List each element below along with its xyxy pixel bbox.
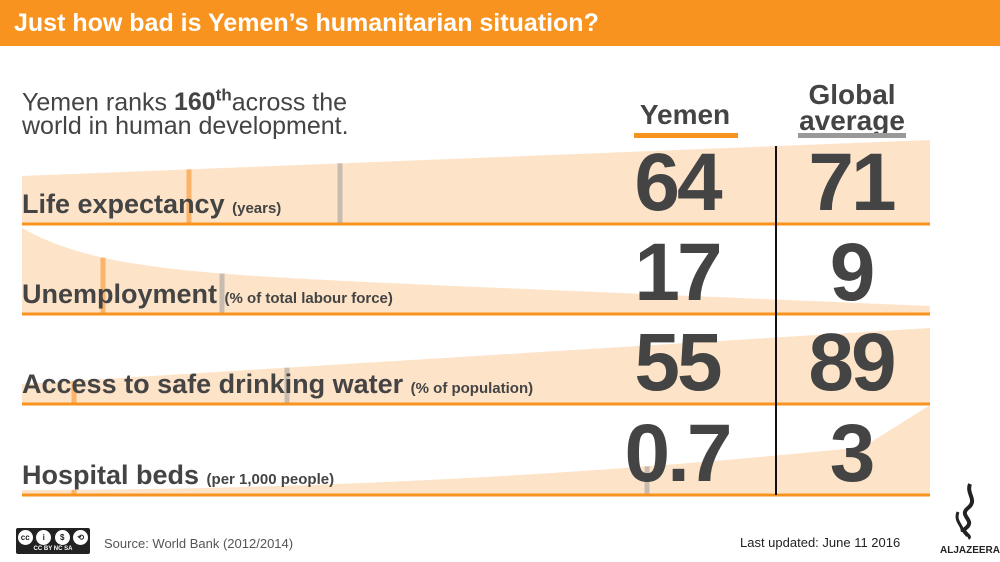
- metric-name: Access to safe drinking water: [22, 369, 404, 399]
- column-header-yemen: Yemen: [639, 99, 731, 130]
- global-underline: [798, 133, 906, 138]
- column-divider: [775, 146, 777, 495]
- metric-name: Hospital beds: [22, 460, 200, 490]
- aljazeera-logo: ALJAZEERA: [940, 482, 1000, 556]
- yemen-value: 0.7: [624, 408, 733, 499]
- cc-icon: cc: [17, 530, 33, 545]
- metric-unit: (% of population): [410, 380, 534, 397]
- metric-unit: (per 1,000 people): [206, 471, 335, 488]
- row-label: Unemployment (% of total labour force): [22, 279, 393, 310]
- distribution-area: [22, 228, 930, 314]
- by-icon: i: [36, 530, 52, 545]
- yemen-value: 17: [634, 227, 722, 318]
- distribution-area: [22, 405, 930, 495]
- aljazeera-calligraphy-icon: [955, 483, 974, 540]
- metric-name: Unemployment: [22, 279, 218, 309]
- nc-icon: $: [54, 530, 70, 545]
- global-value: 9: [829, 227, 876, 318]
- distribution-area: [22, 328, 930, 404]
- last-updated: Last updated: June 11 2016: [740, 535, 901, 550]
- global-line2: average: [799, 105, 905, 136]
- distribution-area: [22, 140, 930, 224]
- rank-suffix: th: [215, 86, 232, 105]
- license-text: CC BY NC SA: [33, 546, 73, 552]
- yemen-underline: [634, 133, 738, 138]
- yemen-value: 64: [634, 137, 722, 228]
- logo-text: ALJAZEERA: [940, 545, 1000, 556]
- intro-after: across the: [231, 88, 348, 117]
- metric-unit: (years): [232, 200, 282, 217]
- header-bar: Just how bad is Yemen’s humanitarian sit…: [0, 0, 1000, 46]
- row-label: Access to safe drinking water (% of popu…: [22, 369, 533, 400]
- yemen-value: 55: [634, 317, 722, 408]
- intro-before: Yemen ranks: [22, 88, 174, 117]
- global-value: 3: [829, 408, 876, 499]
- rank-value: 160: [173, 88, 216, 117]
- global-value: 71: [808, 137, 896, 228]
- global-value: 89: [808, 317, 896, 408]
- intro-line2: world in human development.: [22, 112, 349, 141]
- page-title: Just how bad is Yemen’s humanitarian sit…: [14, 9, 599, 37]
- row-label: Hospital beds (per 1,000 people): [22, 460, 334, 491]
- metric-unit: (% of total labour force): [224, 290, 393, 307]
- column-header-global: Global average: [785, 79, 919, 136]
- global-line1: Global: [808, 79, 896, 110]
- source-text: Source: World Bank (2012/2014): [104, 536, 294, 551]
- sa-icon: ⟲: [73, 530, 89, 545]
- cc-license-badge: cc i $ ⟲ CC BY NC SA: [16, 528, 90, 554]
- row-label: Life expectancy (years): [22, 189, 281, 220]
- intro-text: Yemen ranks 160thacross the world in hum…: [22, 84, 349, 141]
- metric-name: Life expectancy: [22, 189, 225, 219]
